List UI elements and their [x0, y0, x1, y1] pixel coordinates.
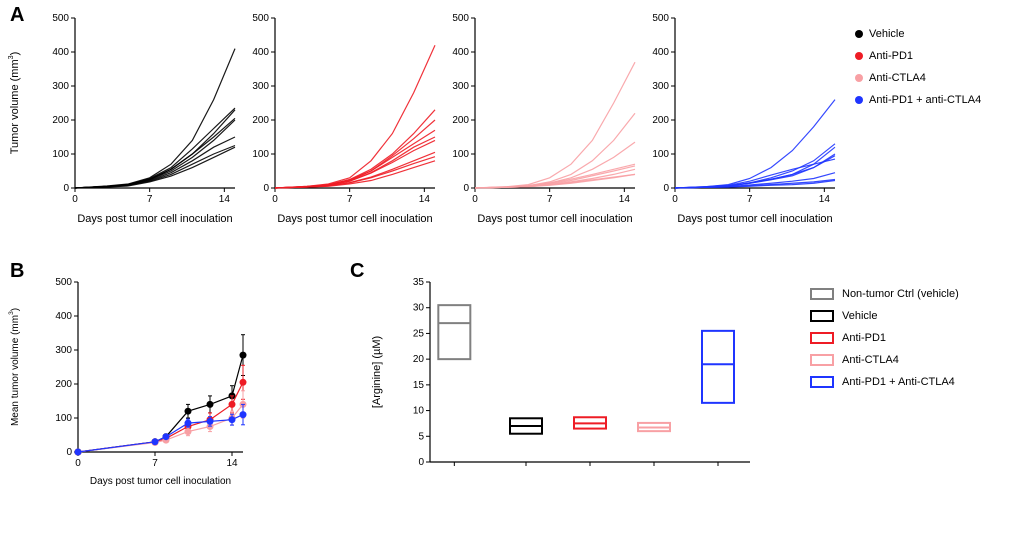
x-axis-title: Days post tumor cell inoculation [277, 213, 432, 225]
svg-text:400: 400 [52, 47, 69, 58]
legend-marker-icon [855, 30, 863, 38]
svg-text:0: 0 [72, 194, 78, 205]
svg-text:200: 200 [52, 115, 69, 126]
y-axis-title: Tumor volume (mm3) [7, 52, 21, 155]
y-axis-title: [Arginine] (µM) [371, 336, 383, 408]
legend-marker-icon [810, 376, 834, 388]
legend-item: Vehicle [810, 310, 877, 322]
svg-text:300: 300 [652, 81, 669, 92]
legend-label: Anti-CTLA4 [869, 72, 926, 84]
svg-text:400: 400 [452, 47, 469, 58]
svg-text:0: 0 [472, 194, 478, 205]
panel-b: Mean tumor volume (mm3) 0 100 200 300 400 500 0… [0, 262, 340, 522]
x-axis-title: Days post tumor cell inoculation [477, 213, 632, 225]
svg-text:7: 7 [152, 458, 158, 469]
svg-text:35: 35 [413, 277, 425, 288]
svg-text:7: 7 [747, 194, 753, 205]
y-axis-title: Mean tumor volume (mm3) [8, 308, 21, 426]
svg-text:100: 100 [55, 413, 72, 424]
svg-text:300: 300 [452, 81, 469, 92]
x-axis-title: Days post tumor cell inoculation [90, 476, 231, 487]
svg-text:0: 0 [672, 194, 678, 205]
box-plot-box [438, 305, 470, 359]
svg-text:0: 0 [263, 183, 269, 194]
legend-marker-icon [810, 288, 834, 300]
svg-text:15: 15 [413, 380, 425, 391]
legend-label: Anti-PD1 + anti-CTLA4 [869, 94, 981, 106]
svg-text:200: 200 [252, 115, 269, 126]
svg-text:14: 14 [619, 194, 631, 205]
figure: A B C Tumor volume (mm3)0100200300400500… [0, 0, 1024, 533]
legend-marker-icon [855, 52, 863, 60]
legend-item: Anti-CTLA4 [810, 354, 899, 366]
svg-text:0: 0 [463, 183, 469, 194]
legend-marker-icon [810, 332, 834, 344]
svg-text:200: 200 [452, 115, 469, 126]
box-plot-box [702, 331, 734, 403]
svg-text:0: 0 [663, 183, 669, 194]
svg-text:0: 0 [418, 457, 424, 468]
svg-text:400: 400 [652, 47, 669, 58]
svg-text:100: 100 [252, 149, 269, 160]
svg-text:30: 30 [413, 303, 425, 314]
svg-text:7: 7 [147, 194, 153, 205]
legend-item: Anti-PD1 + Anti-CTLA4 [810, 376, 955, 388]
svg-text:0: 0 [66, 447, 72, 458]
svg-text:300: 300 [55, 345, 72, 356]
svg-text:7: 7 [347, 194, 353, 205]
svg-text:20: 20 [413, 354, 425, 365]
svg-text:7: 7 [547, 194, 553, 205]
svg-text:200: 200 [55, 379, 72, 390]
svg-text:500: 500 [52, 13, 69, 24]
panel-c: [Arginine] (µM) 0 5 10 15 20 25 30 35 [360, 262, 800, 522]
legend-label: Vehicle [842, 310, 877, 322]
svg-text:400: 400 [252, 47, 269, 58]
legend-label: Non-tumor Ctrl (vehicle) [842, 288, 959, 300]
legend-item: Non-tumor Ctrl (vehicle) [810, 288, 959, 300]
svg-text:400: 400 [55, 311, 72, 322]
legend-item: Anti-CTLA4 [855, 72, 926, 84]
legend-label: Anti-CTLA4 [842, 354, 899, 366]
legend-marker-icon [810, 310, 834, 322]
legend-label: Vehicle [869, 28, 904, 40]
svg-text:0: 0 [272, 194, 278, 205]
svg-text:100: 100 [652, 149, 669, 160]
svg-text:100: 100 [52, 149, 69, 160]
svg-text:14: 14 [226, 458, 238, 469]
svg-text:25: 25 [413, 328, 425, 339]
svg-text:500: 500 [452, 13, 469, 24]
svg-text:5: 5 [418, 431, 424, 442]
svg-text:300: 300 [52, 81, 69, 92]
legend-label: Anti-PD1 + Anti-CTLA4 [842, 376, 955, 388]
svg-text:100: 100 [452, 149, 469, 160]
legend-label: Anti-PD1 [869, 50, 913, 62]
svg-text:500: 500 [252, 13, 269, 24]
svg-text:500: 500 [55, 277, 72, 288]
legend-label: Anti-PD1 [842, 332, 886, 344]
svg-text:200: 200 [652, 115, 669, 126]
svg-text:0: 0 [63, 183, 69, 194]
svg-text:10: 10 [413, 406, 425, 417]
svg-text:300: 300 [252, 81, 269, 92]
svg-text:14: 14 [219, 194, 231, 205]
x-axis-title: Days post tumor cell inoculation [677, 213, 832, 225]
legend-marker-icon [855, 96, 863, 104]
legend-item: Anti-PD1 [855, 50, 913, 62]
legend-marker-icon [855, 74, 863, 82]
x-axis-title: Days post tumor cell inoculation [77, 213, 232, 225]
legend-item: Anti-PD1 + anti-CTLA4 [855, 94, 981, 106]
legend-item: Anti-PD1 [810, 332, 886, 344]
svg-text:14: 14 [819, 194, 831, 205]
svg-text:500: 500 [652, 13, 669, 24]
legend-marker-icon [810, 354, 834, 366]
legend-item: Vehicle [855, 28, 904, 40]
svg-text:14: 14 [419, 194, 431, 205]
svg-text:0: 0 [75, 458, 81, 469]
